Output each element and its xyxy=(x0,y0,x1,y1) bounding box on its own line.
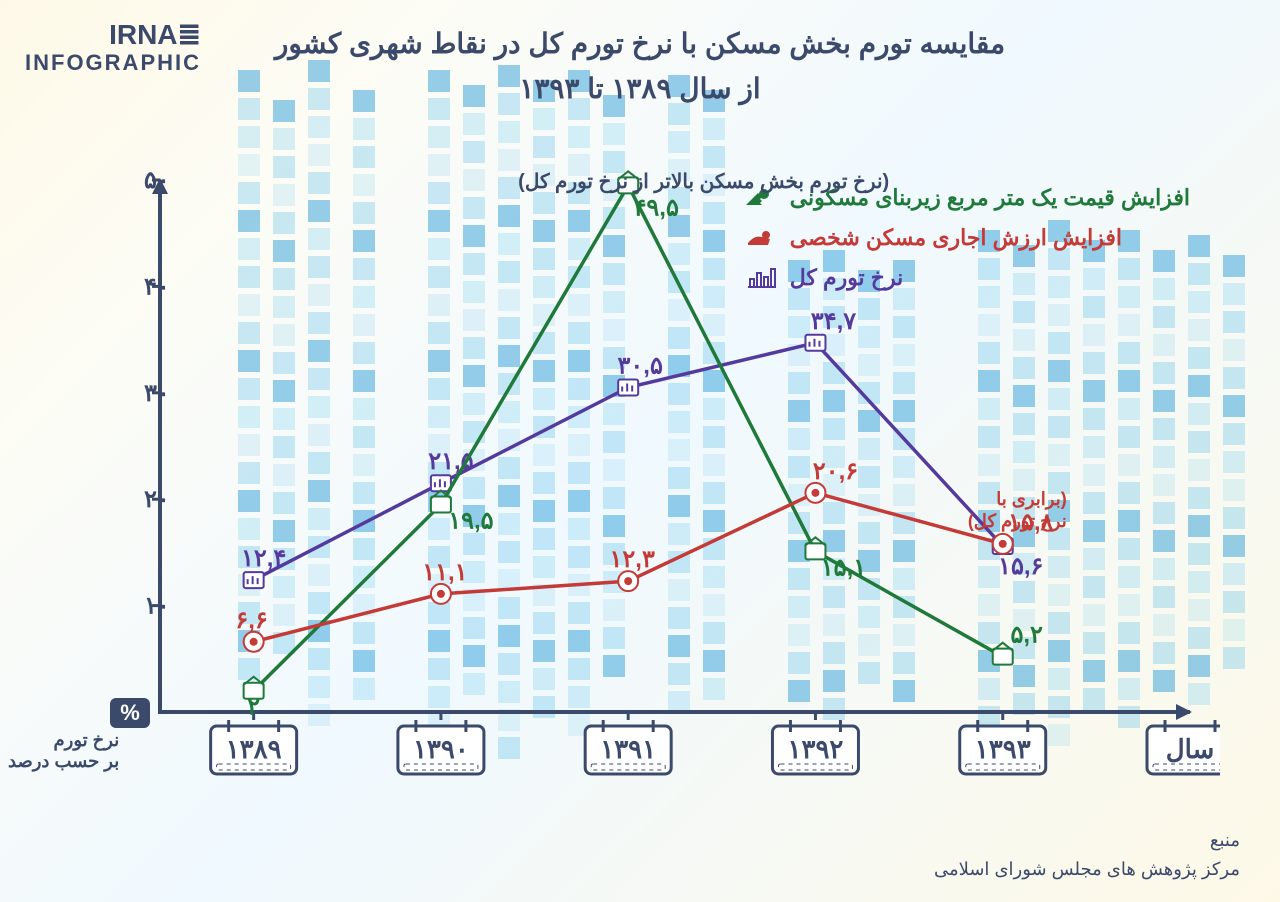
series-green xyxy=(254,185,1003,690)
x-tick-label: ۱۳۹۱ xyxy=(600,734,656,764)
y-tick-label: ۲۰ xyxy=(144,486,170,513)
title-line-2: از سال ۱۳۸۹ تا ۱۳۹۳ xyxy=(0,67,1280,112)
y-axis-title: نرخ تورم بر حسب درصد xyxy=(8,730,119,772)
data-label: ۱۵,۶ xyxy=(998,553,1043,580)
data-label: ۲۰,۶ xyxy=(813,458,858,485)
data-label: ۱۵,۱ xyxy=(821,554,866,581)
svg-text:%: % xyxy=(120,700,140,725)
data-label: ۲ xyxy=(247,694,260,721)
annotation-center: (نرخ تورم بخش مسکن بالاتر از نرخ تورم کل… xyxy=(518,171,889,194)
x-tick-label: ۱۳۹۲ xyxy=(788,734,844,764)
data-label: ۱۱,۱ xyxy=(422,559,467,586)
annotation-right-2: نرخ تورم کل) xyxy=(968,511,1067,532)
x-tick-label: ۱۳۸۹ xyxy=(226,734,282,764)
footer-source: منبع مرکز پژوهش های مجلس شورای اسلامی xyxy=(934,826,1240,884)
footer-text: مرکز پژوهش های مجلس شورای اسلامی xyxy=(934,855,1240,884)
y-tick-label: ۵۰ xyxy=(144,170,170,194)
page-title: مقایسه تورم بخش مسکن با نرخ تورم کل در ن… xyxy=(0,22,1280,112)
x-tick-label: ۱۳۹۰ xyxy=(413,734,469,764)
x-tick-label: ۱۳۹۳ xyxy=(975,734,1031,764)
data-label: ۵,۲ xyxy=(1011,622,1044,649)
title-line-1: مقایسه تورم بخش مسکن با نرخ تورم کل در ن… xyxy=(0,22,1280,67)
y-tick-label: ۳۰ xyxy=(144,380,170,407)
footer-label: منبع xyxy=(934,826,1240,855)
data-label: ۱۲,۴ xyxy=(241,545,286,572)
x-tick-label: سال xyxy=(1166,734,1215,764)
chart-svg: ۱۰ ۲۰ ۳۰ ۴۰ ۵۰% ۱۳۸۹ ۱۳۹۰ ۱۳۹۱ ۱۳۹۲ ۱۳۹۳ سال ۱۲,۴ ۲ ۱… xyxy=(80,170,1220,792)
data-label: ۱۹,۵ xyxy=(448,508,493,535)
data-label: ۴۹,۵ xyxy=(634,194,679,221)
chart-container: ۱۰ ۲۰ ۳۰ ۴۰ ۵۰% ۱۳۸۹ ۱۳۹۰ ۱۳۹۱ ۱۳۹۲ ۱۳۹۳ سال ۱۲,۴ ۲ ۱… xyxy=(80,170,1220,792)
y-tick-label: ۴۰ xyxy=(144,273,170,300)
data-label: ۱۲,۳ xyxy=(610,546,655,573)
y-tick-label: ۱۰ xyxy=(144,593,170,620)
annotation-right-1: (برابری با xyxy=(996,489,1066,510)
data-label: ۳۰,۵ xyxy=(618,352,663,379)
data-label: ۶,۶ xyxy=(235,607,267,634)
data-label: ۳۴,۷ xyxy=(811,308,856,335)
